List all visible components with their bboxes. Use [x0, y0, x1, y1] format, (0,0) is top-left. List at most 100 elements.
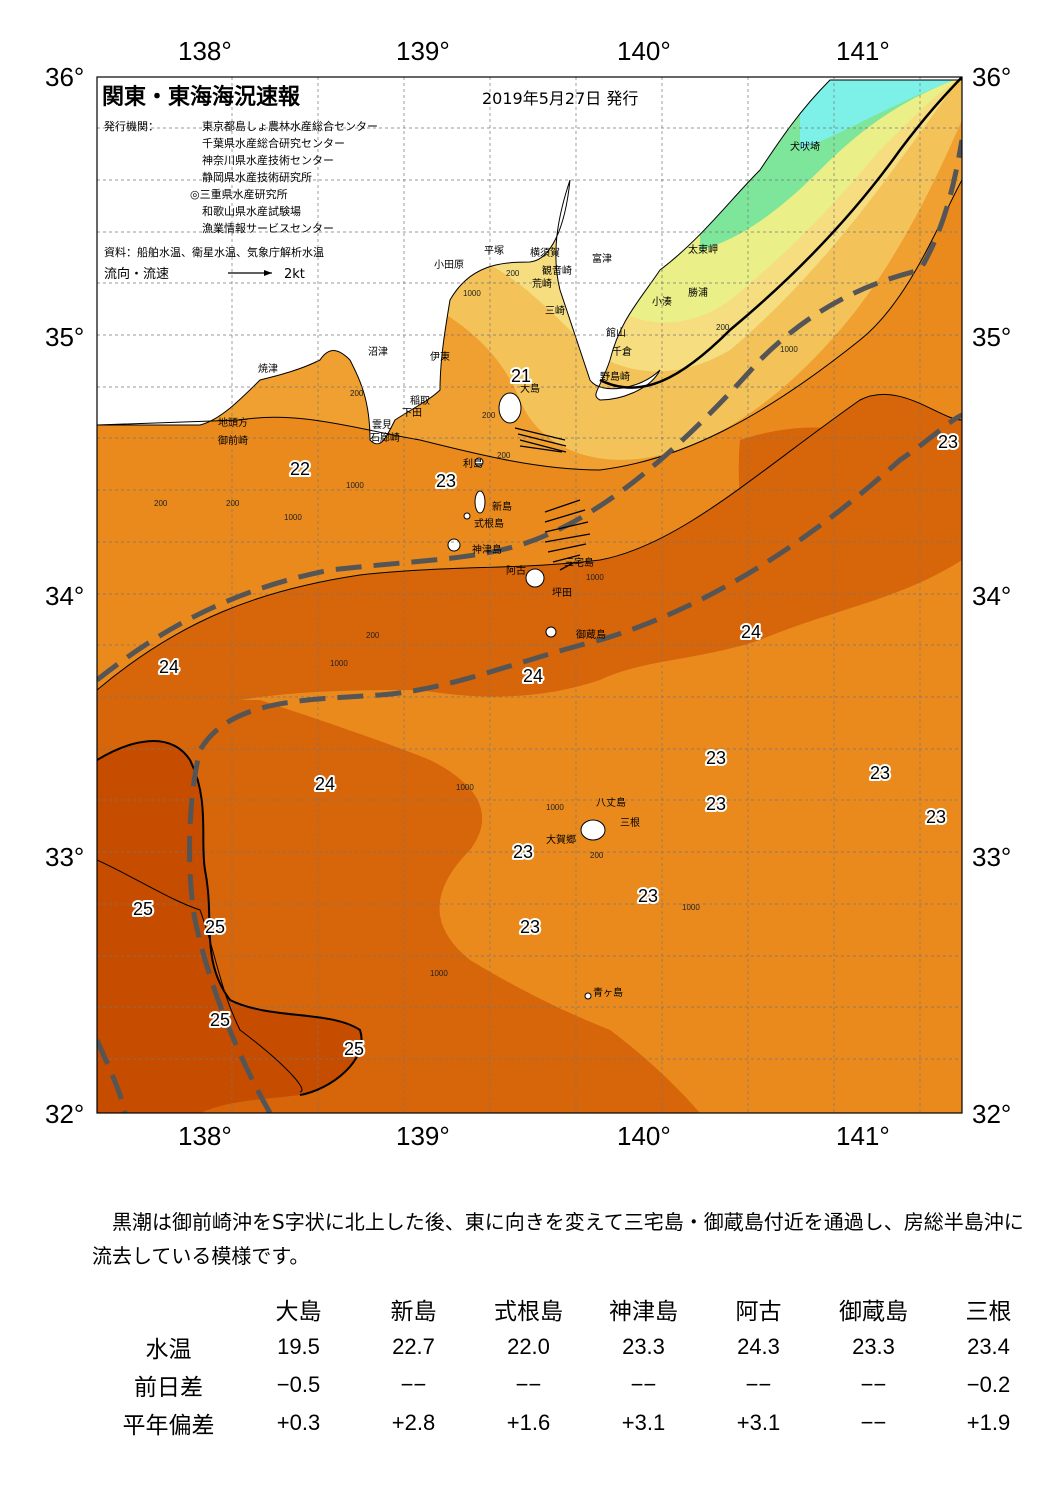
isotherm-labels: 21 22 23 23 24 24 24 23 24 23 23 23 23 2… [131, 364, 960, 1061]
table-cell: 23.3 [622, 1334, 665, 1359]
temp-label: 23 [520, 917, 540, 937]
depth-label: 200 [482, 411, 496, 420]
lon-top-140: 140° [617, 36, 671, 66]
lat-left-34: 34° [45, 581, 84, 611]
island-hachijojima [580, 819, 606, 841]
island-miyakejima [525, 568, 545, 588]
place-yokosuka: 横須賀 [530, 246, 560, 259]
temp-label: 23 [938, 432, 958, 452]
table-cell: 22.0 [507, 1334, 550, 1359]
island-kozushima [447, 538, 461, 552]
lat-right-33: 33° [972, 842, 1011, 872]
place-inubosaki: 犬吠埼 [790, 140, 820, 153]
current-legend-label: 流向・流速 [104, 266, 169, 282]
table-cell: −− [515, 1372, 542, 1397]
lat-left-36: 36° [45, 62, 84, 92]
place-okago: 大賀郷 [546, 833, 576, 846]
station-name: 御蔵島 [839, 1299, 908, 1325]
issuer-label: 発行機関： [104, 119, 159, 133]
temp-label: 23 [513, 842, 533, 862]
island-aogashima [584, 992, 592, 1000]
lon-bottom-138: 138° [178, 1121, 232, 1151]
depth-label: 200 [590, 851, 604, 860]
table-cell: 23.4 [967, 1334, 1010, 1359]
temp-label: 23 [870, 763, 890, 783]
depth-label: 200 [366, 631, 380, 640]
temp-label: 24 [523, 666, 543, 686]
temp-label: 21 [511, 366, 531, 386]
depth-label: 1000 [430, 969, 448, 978]
lat-right-36: 36° [972, 62, 1011, 92]
place-mitsune: 三根 [620, 816, 640, 829]
depth-label: 1000 [780, 345, 798, 354]
isotherms [97, 179, 962, 1093]
station-name: 新島 [390, 1299, 437, 1325]
summary-text: 黒潮は御前崎沖をS字状に北上した後、東に向きを変えて三宅島・御蔵島付近を通過し、… [92, 1210, 1024, 1268]
table-cell: 24.3 [737, 1334, 780, 1359]
issuer-0: 東京都島しょ農林水産総合センター [202, 119, 378, 133]
place-omaezaki: 御前崎 [218, 434, 248, 447]
place-misaki: 三崎 [545, 304, 565, 317]
issuer-3: 静岡県水産技術研究所 [202, 170, 312, 184]
temp-label: 22 [290, 459, 310, 479]
issuer-6: 漁業情報サービスセンター [202, 221, 334, 235]
lon-bottom-140: 140° [617, 1121, 671, 1151]
depth-label: 1000 [463, 289, 481, 298]
table-cell: 23.3 [852, 1334, 895, 1359]
temp-label: 24 [741, 622, 761, 642]
place-katsuura: 勝浦 [688, 286, 708, 299]
island-toshima [474, 457, 484, 467]
place-niijima: 新島 [492, 500, 512, 513]
place-arasaki: 荒崎 [532, 277, 552, 290]
temp-label: 23 [436, 471, 456, 491]
data-source: 資料：船舶水温、衛星水温、気象庁解析水温 [104, 245, 324, 259]
place-tsubota: 坪田 [552, 586, 572, 599]
temp-label: 23 [706, 794, 726, 814]
lon-bottom-141: 141° [836, 1121, 890, 1151]
place-jitogata: 地頭方 [218, 416, 248, 429]
temp-label: 24 [315, 774, 335, 794]
island-oshima [498, 392, 522, 424]
lat-left-33: 33° [45, 842, 84, 872]
table-cell: −− [745, 1372, 772, 1397]
island-shikinejima [463, 512, 471, 520]
land-kanto [97, 77, 962, 445]
isotherm-20-bold [599, 77, 962, 389]
depth-label: 200 [497, 451, 511, 460]
place-kozushima: 神津島 [472, 543, 502, 556]
map-header: 関東・東海海況速報 2019年5月27日 発行 発行機関： 東京都島しょ農林水産… [102, 84, 638, 282]
place-ito: 伊東 [430, 350, 450, 363]
depth-label: 1000 [586, 573, 604, 582]
place-numazu: 沼津 [368, 345, 388, 358]
lon-top-141: 141° [836, 36, 890, 66]
sea-temperature-map: 138° 139° 140° 141° 138° 139° 140° 141° … [45, 36, 1011, 1151]
depth-label: 1000 [456, 783, 474, 792]
place-inatori: 稲取 [410, 395, 430, 407]
depth-label: 1000 [682, 903, 700, 912]
island-mikurajima [545, 626, 557, 638]
place-mikurajima: 御蔵島 [576, 628, 606, 641]
place-names: 犬吠埼 太東岬 勝浦 小湊 富津 観音崎 横須賀 平塚 小田原 荒崎 三崎 館山… [218, 140, 820, 999]
place-hachijojima: 八丈島 [596, 796, 626, 809]
depth-label: 1000 [346, 481, 364, 490]
place-ako: 阿古 [506, 564, 526, 577]
issuer-4: ◎三重県水産研究所 [190, 187, 288, 201]
place-shikinejima: 式根島 [474, 517, 504, 530]
table-cell: 22.7 [392, 1334, 435, 1359]
table-cell: +1.6 [506, 1410, 551, 1435]
current-legend-arrowhead [264, 270, 272, 276]
axis-ticks: 138° 139° 140° 141° 138° 139° 140° 141° … [45, 36, 1011, 1151]
table-corner [96, 1290, 241, 1328]
depth-label: 1000 [330, 659, 348, 668]
issuer-2: 神奈川県水産技術センター [202, 153, 334, 167]
temp-label: 25 [133, 899, 153, 919]
place-shimoda: 下田 [402, 408, 422, 419]
table-cell: −− [400, 1372, 427, 1397]
depth-label: 200 [716, 323, 730, 332]
temp-label: 24 [159, 657, 179, 677]
lat-right-35: 35° [972, 322, 1011, 352]
temp-label: 23 [926, 807, 946, 827]
depth-label: 200 [350, 389, 364, 398]
temp-label: 25 [205, 917, 225, 937]
depth-label: 200 [154, 499, 168, 508]
